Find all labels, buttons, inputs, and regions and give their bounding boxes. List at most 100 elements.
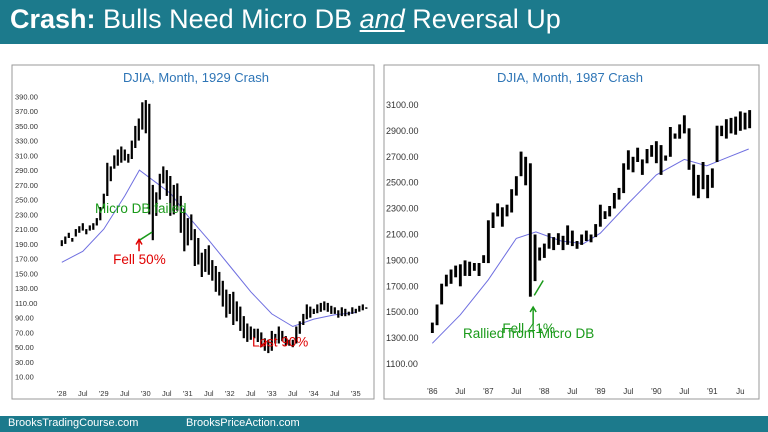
x-tick-label: '86 (427, 387, 438, 396)
price-bar (113, 155, 116, 169)
price-bar (281, 330, 284, 342)
price-bar (528, 163, 532, 297)
price-bar (351, 307, 354, 314)
y-tick-label: 310.00 (15, 151, 38, 160)
price-bar (284, 336, 287, 346)
x-tick-label: Jul (246, 389, 256, 398)
title-post: Reversal Up (412, 4, 561, 34)
price-bar (542, 243, 546, 258)
price-bar (295, 326, 298, 344)
x-tick-label: '89 (595, 387, 606, 396)
y-tick-label: 250.00 (15, 196, 38, 205)
price-bar (106, 162, 109, 196)
x-tick-label: '30 (141, 389, 151, 398)
price-bar (626, 150, 630, 170)
price-bar (60, 240, 63, 247)
price-bar (477, 263, 481, 276)
y-tick-label: 2100.00 (386, 230, 419, 240)
price-bar (165, 170, 168, 196)
price-bar (687, 128, 691, 170)
chart-1929-frame (11, 64, 375, 400)
annotation-label: Fell 50% (113, 252, 166, 267)
price-bar (200, 252, 203, 277)
price-bar (176, 183, 179, 211)
price-bar (631, 156, 635, 173)
y-tick-label: 1100.00 (386, 359, 418, 369)
price-bar (186, 218, 189, 246)
y-tick-label: 2700.00 (386, 152, 419, 162)
y-tick-label: 10.00 (15, 373, 34, 382)
price-bar (552, 237, 556, 251)
price-bar (696, 174, 700, 199)
price-bar (95, 218, 98, 226)
price-bar (211, 260, 214, 281)
price-bar (169, 176, 172, 216)
y-tick-label: 2300.00 (386, 204, 419, 214)
price-bar (274, 333, 277, 344)
price-bar (302, 313, 305, 325)
price-bar (435, 304, 439, 326)
price-bar (710, 168, 714, 188)
footer-link-right[interactable]: BrooksPriceAction.com (186, 417, 300, 429)
price-bar (337, 310, 340, 318)
x-tick-label: Jul (623, 387, 633, 396)
price-bar (729, 117, 733, 134)
slide-header: Crash: Bulls Need Micro DB and Reversal … (0, 0, 768, 44)
price-bar (253, 328, 256, 339)
x-tick-label: Jul (288, 389, 298, 398)
price-bar (496, 203, 500, 217)
price-bar (277, 326, 280, 344)
price-bar (228, 294, 231, 314)
x-tick-label: '87 (483, 387, 494, 396)
price-bar (678, 124, 682, 139)
x-tick-label: '34 (309, 389, 319, 398)
price-bar (682, 115, 686, 134)
x-tick-label: Jul (162, 389, 172, 398)
price-bar (650, 145, 654, 157)
y-tick-label: 390.00 (15, 92, 38, 101)
x-tick-label: '91 (707, 387, 718, 396)
price-bar (263, 338, 266, 351)
x-tick-label: Jul (455, 387, 465, 396)
price-bar (510, 189, 514, 213)
price-bar (486, 220, 490, 264)
chart-title: DJIA, Month, 1987 Crash (497, 70, 643, 85)
price-bar (720, 125, 724, 137)
price-bar (430, 322, 434, 333)
price-bar (580, 234, 584, 245)
price-bar (326, 302, 329, 312)
price-bar (347, 311, 350, 316)
price-bar (706, 174, 710, 199)
price-bar (92, 223, 95, 230)
x-tick-label: '33 (267, 389, 277, 398)
y-tick-label: 290.00 (15, 166, 38, 175)
footer-link-left[interactable]: BrooksTradingCourse.com (8, 417, 139, 429)
price-bar (172, 184, 175, 215)
price-bar (358, 305, 361, 312)
price-bar (440, 283, 444, 305)
y-tick-label: 70.00 (15, 328, 34, 337)
price-bar (242, 316, 245, 339)
slide-footer: BrooksTradingCourse.com BrooksPriceActio… (0, 416, 768, 432)
x-tick-label: '28 (57, 389, 67, 398)
price-bar (260, 332, 263, 348)
price-bar (99, 207, 102, 221)
price-bar (463, 260, 467, 276)
price-bar (330, 305, 333, 314)
y-tick-label: 230.00 (15, 210, 38, 219)
price-bar (701, 162, 705, 190)
price-bar (291, 339, 294, 348)
price-bar (305, 304, 308, 320)
price-bar (640, 159, 644, 175)
price-bar (333, 307, 336, 314)
chart-title: DJIA, Month, 1929 Crash (123, 70, 269, 85)
y-tick-label: 1900.00 (386, 255, 419, 265)
y-tick-label: 1300.00 (386, 333, 419, 343)
price-bar (715, 125, 719, 162)
y-tick-label: 1500.00 (386, 307, 419, 317)
price-bar (312, 308, 315, 314)
price-bar (158, 173, 161, 200)
y-tick-label: 150.00 (15, 269, 38, 278)
price-bar (491, 212, 495, 228)
price-bar (64, 236, 67, 244)
